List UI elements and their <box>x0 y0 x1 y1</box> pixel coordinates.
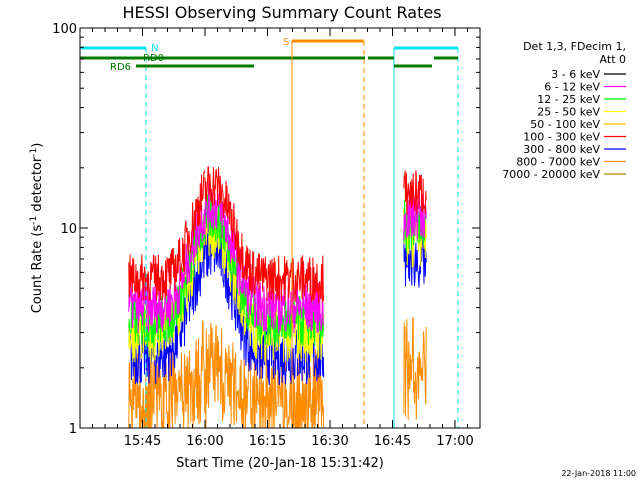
series-trace <box>128 320 206 429</box>
legend-label: 100 - 300 keV <box>523 131 600 144</box>
y-tick-label: 100 <box>52 22 77 37</box>
series-trace <box>128 232 206 385</box>
series-trace <box>128 205 206 334</box>
y-tick-label: 10 <box>60 222 77 237</box>
legend-label: 12 - 25 keV <box>537 93 600 106</box>
y-axis-label-tail: detector <box>30 156 45 216</box>
chart-title: HESSI Observing Summary Count Rates <box>122 3 441 22</box>
x-tick-label: 17:00 <box>436 434 473 449</box>
rd6-flag-label: RD6 <box>110 62 131 73</box>
y-axis-label: Count Rate (s-1 detector-1) <box>29 143 45 314</box>
x-tick-label: 16:30 <box>311 434 348 449</box>
x-tick-label: 16:15 <box>249 434 286 449</box>
series-trace <box>403 316 427 421</box>
y-axis-label-main: Count Rate (s <box>30 225 45 314</box>
legend-label: 800 - 7000 keV <box>516 156 600 169</box>
rd0-flag-label: RD0 <box>143 53 164 64</box>
legend-header-1: Det 1,3, FDecim 1, <box>523 40 626 53</box>
series-trace <box>267 255 325 303</box>
saa-flag-label: S <box>283 37 289 48</box>
data-layer <box>128 166 427 429</box>
legend-label: 6 - 12 keV <box>544 81 600 94</box>
night-flag-label: N <box>151 43 158 54</box>
legend-header-2: Att 0 <box>600 53 626 66</box>
series-trace <box>267 325 325 386</box>
timestamp: 22-Jan-2018 11:00 <box>561 469 636 478</box>
legend-label: 7000 - 20000 keV <box>502 168 600 181</box>
x-tick-label: 16:45 <box>374 434 411 449</box>
y-tick-label: 1 <box>69 422 77 437</box>
tick-layer: 1 10 100 15:45 16:00 16:15 16:30 16:45 17:00 <box>52 22 480 449</box>
x-axis-label: Start Time (20-Jan-18 15:31:42) <box>176 456 384 471</box>
legend-label: 25 - 50 keV <box>537 106 600 119</box>
legend-label: 300 - 800 keV <box>523 143 600 156</box>
x-tick-label: 16:00 <box>186 434 223 449</box>
series-trace <box>204 322 268 429</box>
legend-label: 3 - 6 keV <box>551 68 600 81</box>
series-trace <box>204 193 268 345</box>
series-trace <box>403 170 427 216</box>
legend-label: 50 - 100 keV <box>530 118 600 131</box>
y-axis-label-sup2: -1 <box>29 148 39 157</box>
x-tick-label: 15:45 <box>124 434 161 449</box>
series-trace <box>403 189 427 240</box>
y-axis-label-sup: -1 <box>29 216 39 225</box>
series-trace <box>128 169 206 302</box>
y-axis-label-close: ) <box>30 143 45 148</box>
series-trace <box>204 166 268 301</box>
